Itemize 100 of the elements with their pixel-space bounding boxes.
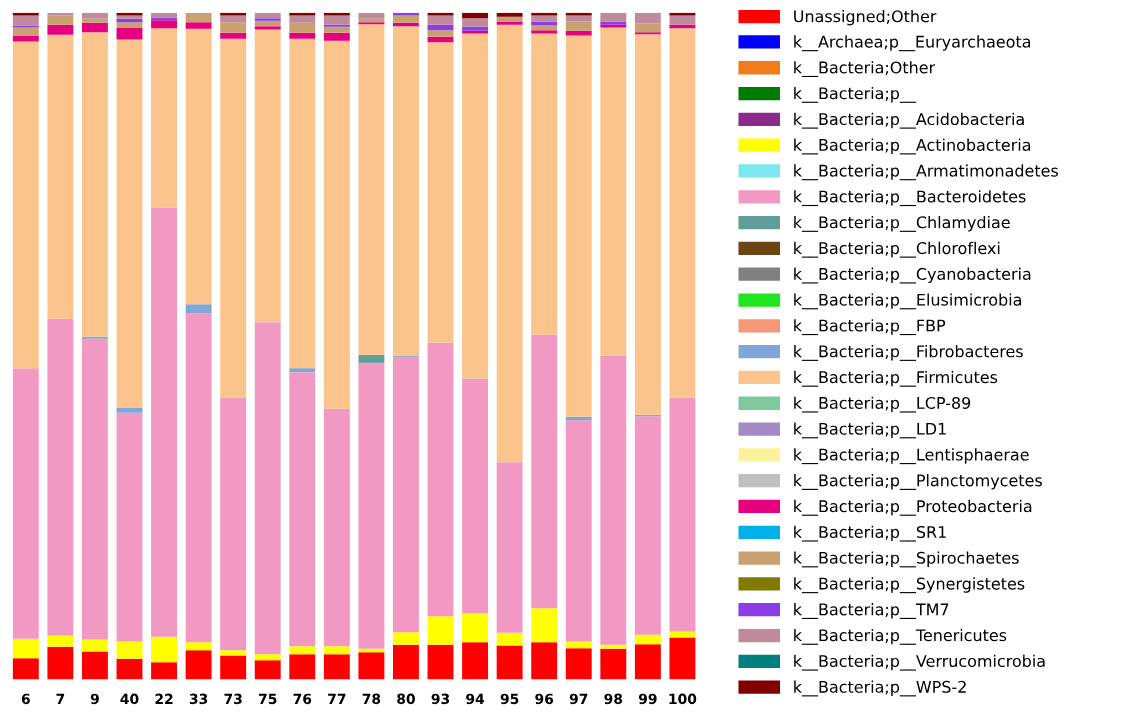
bar <box>634 12 661 24</box>
bar <box>220 397 247 651</box>
bar <box>47 318 74 636</box>
bar <box>393 644 419 680</box>
bar <box>600 648 627 680</box>
legend-label: k__Bacteria;p__WPS-2 <box>794 680 966 697</box>
bar <box>496 21 523 25</box>
x-tick-label: 93 <box>431 693 450 705</box>
bar <box>12 35 39 42</box>
bar <box>12 27 39 36</box>
bar <box>323 40 350 409</box>
legend-label: k__Bacteria;p__Proteobacteria <box>794 499 1032 516</box>
bar <box>47 15 74 25</box>
legend-label: k__Bacteria;p__Planctomycetes <box>794 474 1042 490</box>
bar <box>12 15 39 26</box>
bar <box>323 654 350 680</box>
legend-label: k__Bacteria;p__Chlamydiae <box>794 215 1010 232</box>
legend-label: Unassigned;Other <box>794 9 937 26</box>
bar <box>427 24 454 31</box>
legend-label: k__Bacteria;Other <box>794 61 936 78</box>
bar <box>531 642 558 680</box>
bar <box>600 355 627 645</box>
x-tick-label: 78 <box>362 693 381 705</box>
legend-label: k__Bacteria;p__LCP-89 <box>794 396 971 413</box>
legend-label: k__Bacteria;p__Tenericutes <box>794 628 1007 645</box>
x-tick-label: 77 <box>328 693 346 704</box>
bar <box>185 304 212 314</box>
x-tick-label: 96 <box>535 693 554 705</box>
x-tick-label: 22 <box>155 693 173 704</box>
bar <box>462 613 489 643</box>
legend-label: k__Bacteria;p__Elusimicrobia <box>794 293 1021 310</box>
bar <box>427 616 454 645</box>
x-tick-label: 94 <box>466 693 485 705</box>
bar <box>427 36 454 43</box>
bar <box>358 12 385 19</box>
legend-label: k__Archaea;p__Euryarchaeota <box>794 35 1031 52</box>
bar <box>254 12 281 19</box>
bar <box>220 38 247 398</box>
bar <box>565 12 592 16</box>
bar <box>358 648 385 653</box>
bar <box>634 32 661 35</box>
bar <box>462 33 489 379</box>
bar <box>220 22 247 33</box>
bar <box>393 632 419 645</box>
bar <box>393 356 419 633</box>
bar <box>531 12 558 16</box>
bar <box>565 15 592 22</box>
bar <box>393 12 419 16</box>
bar <box>185 650 212 680</box>
bar <box>669 631 696 638</box>
bar <box>323 646 350 655</box>
legend-label: k__Bacteria;p__TM7 <box>794 603 949 619</box>
bar <box>634 416 661 635</box>
bar <box>323 12 350 16</box>
bar <box>531 33 558 335</box>
x-tick-label: 6 <box>21 693 30 705</box>
bar <box>393 22 419 27</box>
x-tick-label: 7 <box>56 693 65 704</box>
bar <box>151 28 178 208</box>
bar <box>12 41 39 369</box>
bar <box>151 12 178 18</box>
bar <box>116 27 143 40</box>
bar <box>358 652 385 680</box>
bar <box>669 15 696 25</box>
bar <box>496 462 523 633</box>
bar <box>462 30 489 34</box>
bar <box>323 26 350 33</box>
bar <box>116 658 143 680</box>
x-tick-label: 33 <box>189 693 208 705</box>
bar <box>427 42 454 343</box>
bar <box>634 634 661 645</box>
legend-label: k__Bacteria;p__Chloroflexi <box>794 241 1000 258</box>
bar <box>289 32 316 39</box>
bar <box>185 28 212 305</box>
bar <box>669 28 696 398</box>
bar <box>600 27 627 356</box>
bar <box>12 638 39 659</box>
bar <box>81 639 108 652</box>
bar <box>496 16 523 22</box>
legend-label: k__Bacteria;p__Acidobacteria <box>794 112 1024 129</box>
x-tick-label: 73 <box>224 693 242 705</box>
bar <box>220 32 247 39</box>
bar <box>358 362 385 649</box>
bar <box>323 408 350 647</box>
bar <box>254 322 281 655</box>
bar <box>289 372 316 647</box>
legend-label: k__Bacteria;p__LD1 <box>794 422 946 439</box>
bar <box>323 24 350 27</box>
bar <box>185 313 212 643</box>
bar <box>116 22 143 28</box>
bar <box>358 24 385 355</box>
bar <box>393 15 419 23</box>
x-tick-label: 75 <box>258 693 277 705</box>
legend-label: k__Bacteria;p__Fibrobacteres <box>794 345 1023 361</box>
bar <box>220 15 247 23</box>
bar <box>254 660 281 680</box>
bar <box>427 342 454 617</box>
bar <box>289 646 316 655</box>
x-tick-label: 100 <box>669 693 697 705</box>
bar <box>462 642 489 680</box>
